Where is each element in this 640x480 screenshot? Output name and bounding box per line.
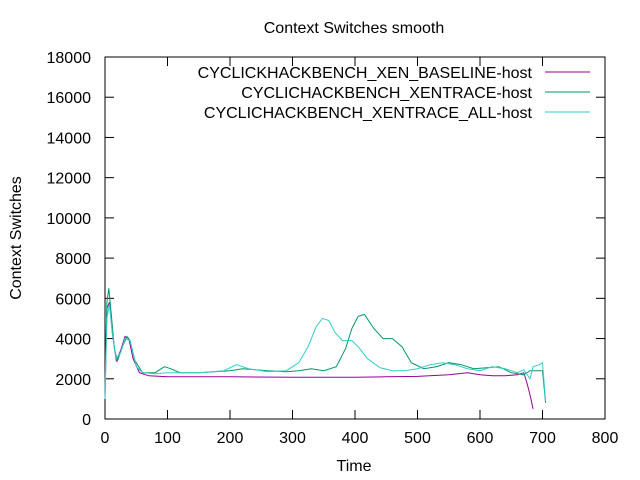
series-group xyxy=(104,288,547,410)
legend: CYCLICKHACKBENCH_XEN_BASELINE-host CYCLIC… xyxy=(198,65,590,122)
x-tick-label-8: 800 xyxy=(592,430,619,447)
y-tick-label-0: 0 xyxy=(82,412,91,429)
series-line-2 xyxy=(104,304,547,401)
x-tick-label-5: 500 xyxy=(404,430,431,447)
y-tick-label-4: 8000 xyxy=(55,251,91,268)
x-tick-label-4: 400 xyxy=(342,430,369,447)
x-tick-label-3: 300 xyxy=(279,430,306,447)
x-tick-label-6: 600 xyxy=(467,430,494,447)
legend-label-1: CYCLICHACKBENCH_XENTRACE-host xyxy=(241,85,532,102)
series-line-1 xyxy=(104,288,547,403)
legend-label-2: CYCLICHACKBENCH_XENTRACE_ALL-host xyxy=(204,105,533,122)
y-tick-label-9: 18000 xyxy=(47,50,92,67)
y-tick-label-5: 10000 xyxy=(47,211,92,228)
x-tick-label-1: 100 xyxy=(154,430,181,447)
x-tick-label-0: 0 xyxy=(101,430,110,447)
x-axis-label: Time xyxy=(337,458,372,475)
x-tick-label-2: 200 xyxy=(217,430,244,447)
chart-title: Context Switches smooth xyxy=(264,20,445,37)
y-tick-label-8: 16000 xyxy=(47,90,92,107)
legend-label-0: CYCLICKHACKBENCH_XEN_BASELINE-host xyxy=(198,65,533,82)
y-tick-label-2: 4000 xyxy=(55,332,91,349)
axis-ticks: 0 100 200 300 400 500 600 700 800020004000600080… xyxy=(47,50,619,447)
x-tick-label-7: 700 xyxy=(529,430,556,447)
y-axis-label: Context Switches xyxy=(8,176,25,300)
y-tick-label-7: 14000 xyxy=(47,130,92,147)
y-tick-label-6: 12000 xyxy=(47,171,92,188)
y-tick-label-1: 2000 xyxy=(55,372,91,389)
y-tick-label-3: 6000 xyxy=(55,291,91,308)
